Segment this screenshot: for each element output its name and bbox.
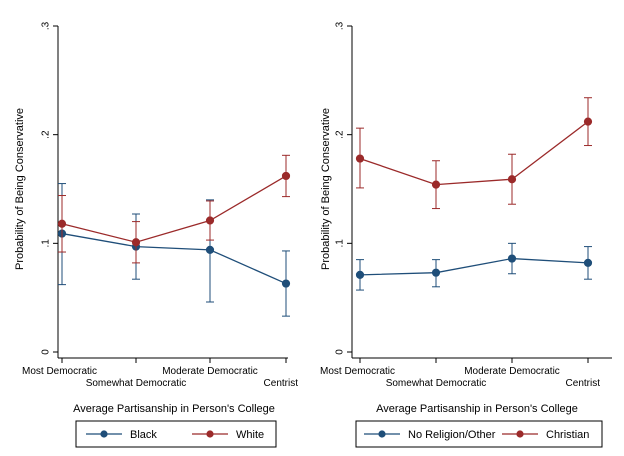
- series-line: [359, 121, 589, 186]
- y-axis-title: Probability of Being Conservative: [14, 108, 26, 270]
- legend-label: Christian: [546, 429, 589, 441]
- series-white: [57, 154, 291, 264]
- legend-marker: [100, 430, 108, 438]
- legend-item: Black: [86, 429, 157, 441]
- data-point: [281, 171, 291, 181]
- x-tick-label: Centrist: [264, 378, 299, 389]
- data-point: [355, 154, 365, 163]
- x-tick-label: Somewhat Democratic: [386, 378, 487, 389]
- data-point: [507, 254, 517, 263]
- x-tick-label: Moderate Democratic: [464, 366, 560, 377]
- legend-label: White: [236, 429, 264, 441]
- data-point: [57, 219, 67, 228]
- data-point: [583, 117, 593, 126]
- legend-label: Black: [130, 429, 157, 441]
- legend-item: Christian: [502, 429, 589, 441]
- y-tick-label: .1: [41, 239, 52, 248]
- legend-item: White: [192, 429, 264, 441]
- data-point: [431, 180, 441, 189]
- x-tick-label: Most Democratic: [22, 366, 97, 377]
- series-line: [61, 232, 287, 285]
- y-axis-title: Probability of Being Conservative: [320, 108, 332, 270]
- x-tick-label: Moderate Democratic: [162, 366, 258, 377]
- legend: Black White: [75, 420, 277, 448]
- y-tick-label: .2: [41, 130, 52, 139]
- x-axis-title: Average Partisanship in Person's College: [376, 403, 578, 415]
- series-line: [61, 175, 287, 243]
- data-point: [355, 270, 365, 279]
- x-tick-label: Somewhat Democratic: [86, 378, 187, 389]
- y-tick-label: .2: [335, 130, 346, 139]
- legend-marker: [206, 430, 214, 438]
- series-christian: [355, 97, 593, 210]
- y-tick-label: .3: [41, 21, 52, 30]
- data-point: [205, 216, 215, 225]
- legend-marker: [378, 430, 386, 438]
- data-point: [281, 279, 291, 288]
- legend: No Religion/Other Christian: [355, 420, 603, 448]
- x-tick-label: Most Democratic: [320, 366, 395, 377]
- legend-marker: [516, 430, 524, 438]
- legend-item: No Religion/Other: [364, 429, 496, 441]
- series-black: [57, 183, 291, 317]
- series-no-religion-other: [355, 242, 593, 291]
- y-tick-label: .1: [335, 239, 346, 248]
- legend-label: No Religion/Other: [408, 429, 496, 441]
- x-tick-label: Centrist: [566, 378, 601, 389]
- y-tick-label: 0: [41, 349, 52, 355]
- x-axis-title: Average Partisanship in Person's College: [73, 403, 275, 415]
- y-tick-label: .3: [335, 21, 346, 30]
- data-point: [131, 238, 141, 247]
- y-tick-label: 0: [335, 349, 346, 355]
- data-point: [507, 175, 517, 184]
- data-point: [583, 258, 593, 267]
- series-line: [359, 257, 589, 276]
- data-point: [431, 268, 441, 277]
- data-point: [205, 245, 215, 254]
